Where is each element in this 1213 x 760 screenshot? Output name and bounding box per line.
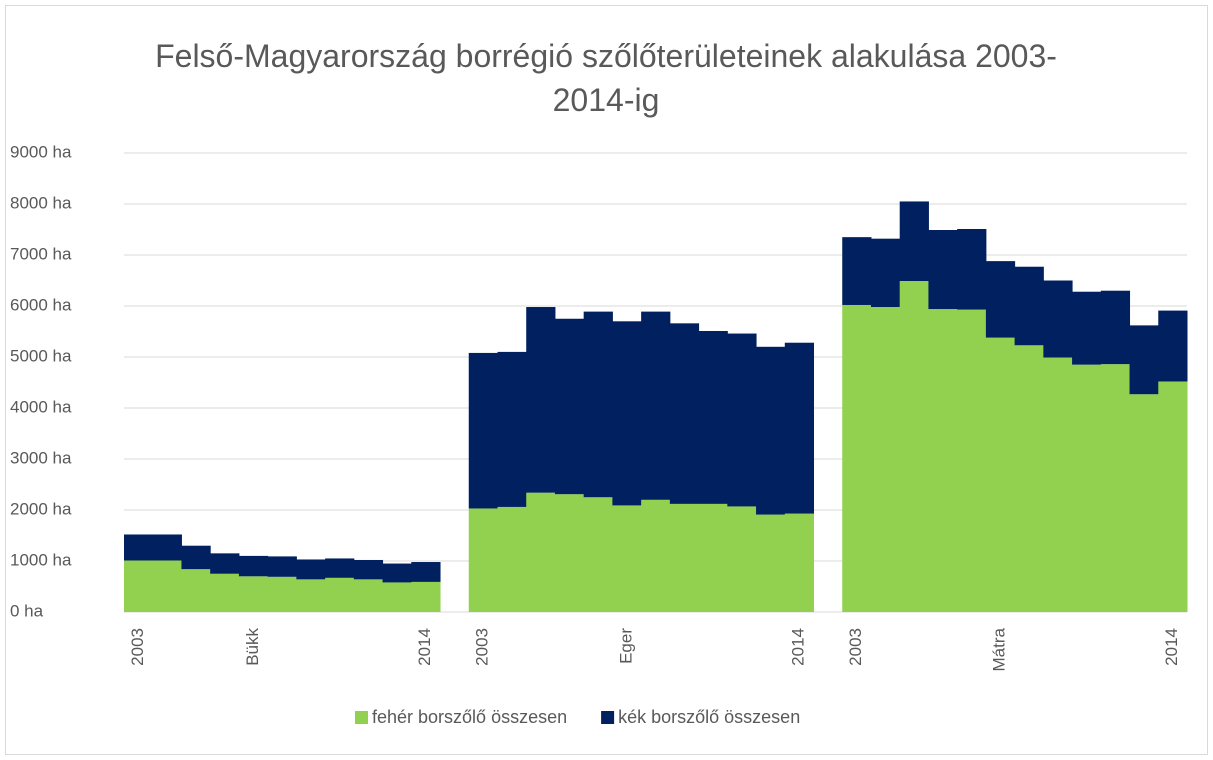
bar-segment (238, 576, 269, 612)
bar-segment (1129, 394, 1159, 612)
bar-segment (756, 346, 786, 515)
bar-segment (124, 534, 154, 561)
y-tick-label: 9000 ha (10, 142, 72, 161)
chart-border (5, 5, 1208, 755)
bar-segment (210, 573, 240, 612)
bar-segment (210, 553, 240, 574)
bar-segment (784, 342, 815, 514)
bar-segment (870, 238, 901, 308)
y-tick-label: 6000 ha (10, 295, 72, 314)
bar-segment (526, 492, 556, 612)
bar-segment (870, 307, 901, 612)
y-tick-label: 2000 ha (10, 499, 72, 518)
x-tick-label: 2003 (473, 628, 492, 666)
bar-segment (124, 560, 154, 612)
bar-segment (899, 281, 929, 612)
x-tick-label: Bükk (243, 628, 262, 666)
legend-swatch (601, 711, 615, 724)
bar-segment (1014, 345, 1044, 612)
bar-segment (267, 576, 297, 612)
x-tick-label: Eger (616, 628, 635, 664)
bar-segment (928, 230, 958, 310)
bar-segment (353, 559, 384, 580)
bar-segment (1158, 381, 1188, 612)
bar-segment (698, 330, 728, 504)
bar-segment (468, 508, 498, 612)
bar-segment (325, 558, 355, 578)
bar-segment (296, 559, 326, 580)
legend-swatch (355, 711, 368, 724)
x-tick-label: 2014 (1162, 628, 1181, 666)
bar-segment (238, 555, 269, 577)
bar-segment (382, 563, 412, 583)
bar-segment (727, 333, 757, 507)
bar-segment (554, 494, 585, 612)
bar-segment (756, 514, 786, 612)
bar-segment (727, 506, 757, 612)
legend-label: fehér borszőlő összesen (372, 707, 567, 727)
bar-segment (152, 534, 182, 561)
bar-segment (382, 582, 412, 612)
bar-segment (899, 201, 929, 282)
bar-segment (411, 562, 441, 582)
x-tick-label: 2014 (789, 628, 808, 666)
bar-segment (181, 569, 211, 612)
bar-segment (669, 503, 700, 612)
bar-segment (411, 581, 441, 612)
bar-segment (1100, 364, 1131, 612)
bar-segment (1129, 325, 1159, 395)
x-tick-label: 2003 (128, 628, 147, 666)
bar-segment (698, 503, 728, 612)
bar-segment (612, 505, 642, 612)
bar-segment (296, 579, 326, 612)
bar-segment (641, 311, 671, 500)
y-tick-label: 4000 ha (10, 397, 72, 416)
chart-title: Felső-Magyarország borrégió szőlőterület… (155, 38, 1057, 118)
bar-segment (267, 556, 297, 577)
y-tick-label: 8000 ha (10, 193, 72, 212)
bar-segment (928, 309, 958, 612)
bar-segment (957, 309, 987, 612)
bar-segment (325, 577, 355, 612)
bar-segment (497, 351, 527, 507)
bar-segment (1014, 266, 1044, 346)
bar-segment (526, 307, 556, 493)
bar-segment (985, 337, 1016, 612)
x-tick-label: 2003 (846, 628, 865, 666)
bar-segment (1072, 291, 1102, 365)
bar-segment (583, 311, 613, 498)
bar-segment (554, 318, 585, 495)
bar-segment (1100, 290, 1131, 365)
bar-segment (1043, 280, 1073, 358)
y-tick-label: 3000 ha (10, 448, 72, 467)
bar-segment (669, 323, 700, 504)
bar-segment (957, 228, 987, 310)
bar-segment (497, 506, 527, 612)
y-tick-label: 7000 ha (10, 244, 72, 263)
bar-segment (612, 321, 642, 506)
bar-segment (1043, 357, 1073, 612)
bar-segment (583, 497, 613, 612)
legend-label: kék borszőlő összesen (618, 707, 800, 727)
y-tick-label: 0 ha (10, 601, 44, 620)
bar-segment (842, 237, 872, 305)
bar-segment (353, 579, 384, 612)
y-tick-label: 5000 ha (10, 346, 72, 365)
bar-segment (1072, 364, 1102, 612)
bar-segment (842, 304, 872, 612)
bar-segment (468, 352, 498, 509)
y-tick-label: 1000 ha (10, 550, 72, 569)
bar-segment (181, 545, 211, 570)
bar-segment (784, 513, 815, 612)
bar-segment (641, 499, 671, 612)
bar-segment (152, 560, 182, 612)
x-tick-label: Mátra (990, 627, 1009, 671)
bar-segment (985, 261, 1016, 338)
bar-segment (1158, 310, 1188, 382)
x-tick-label: 2014 (415, 628, 434, 666)
